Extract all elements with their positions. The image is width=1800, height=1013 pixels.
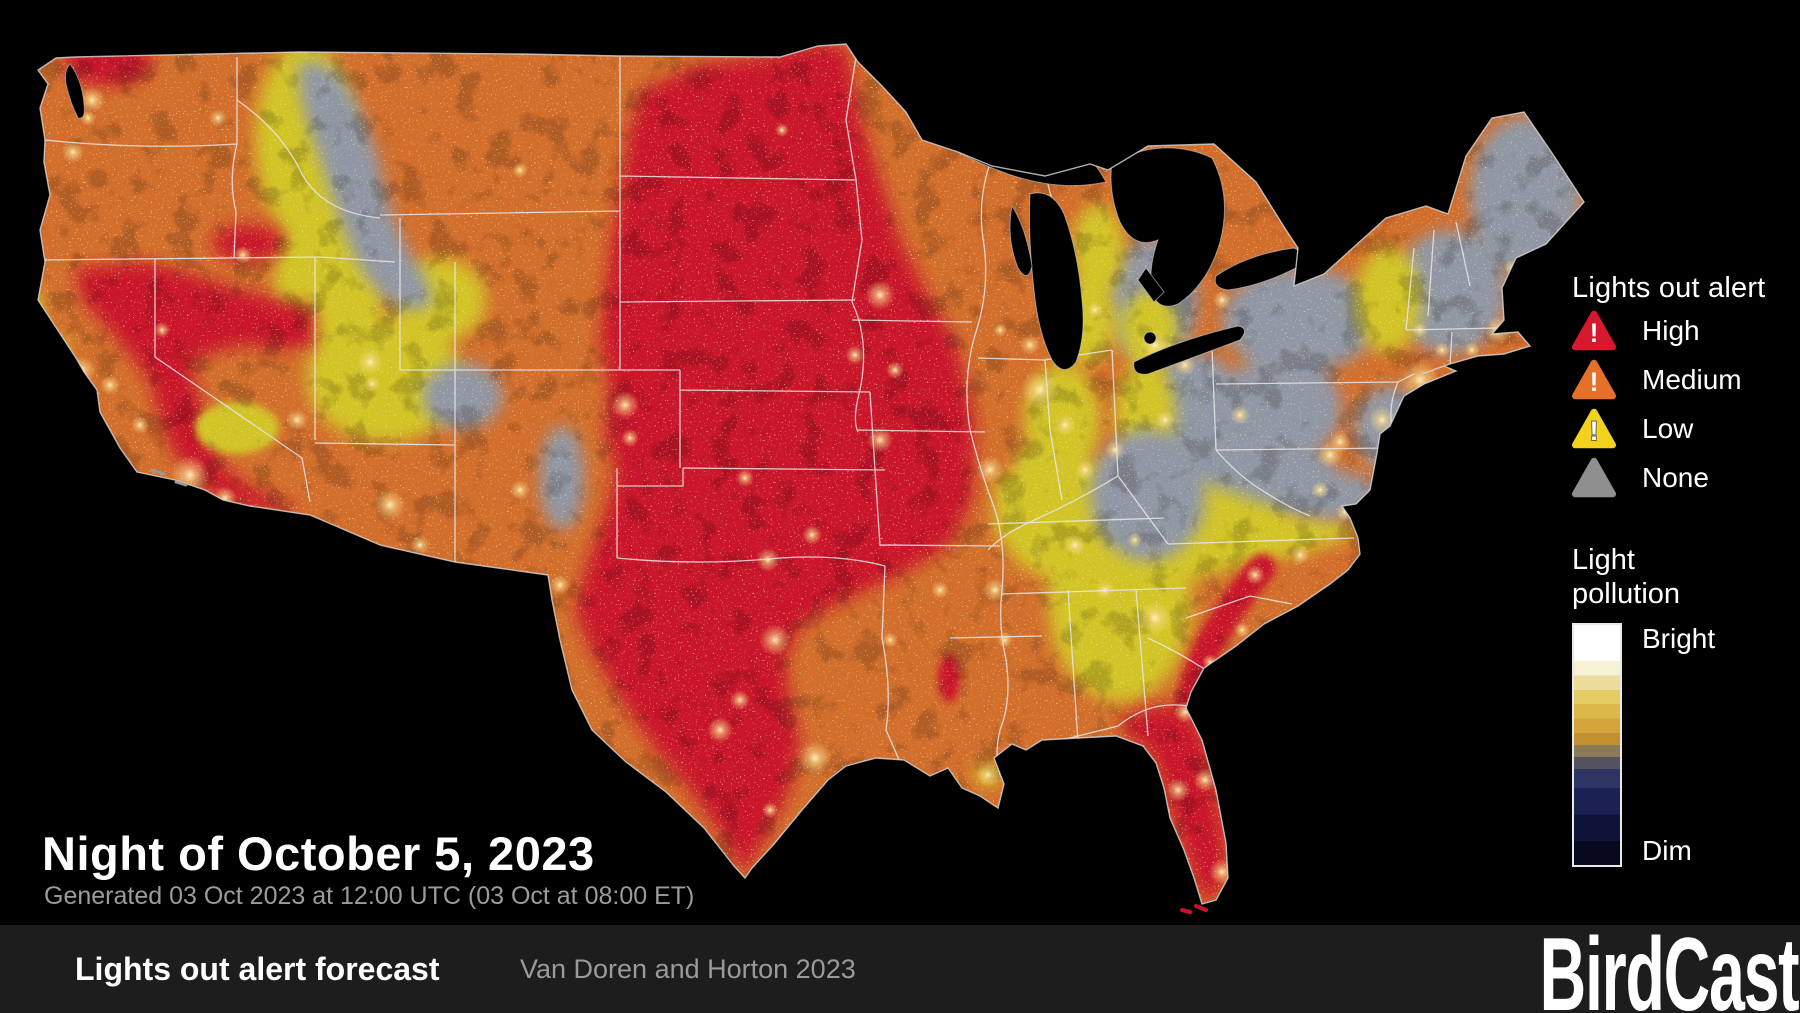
offshore-islands <box>150 468 1208 914</box>
page-title: Night of October 5, 2023 <box>42 827 595 880</box>
alert-legend-item-medium: ! Medium <box>1572 356 1787 403</box>
svg-text:!: ! <box>1590 416 1599 446</box>
puget-sound <box>65 63 85 119</box>
city-glows <box>62 87 1520 885</box>
light-pollution-scale: Bright Dim <box>1572 623 1792 868</box>
warning-triangle-low-icon: ! <box>1572 408 1616 449</box>
alert-legend-item-low: ! Low <box>1572 405 1787 452</box>
alert-legend-label: High <box>1642 314 1700 346</box>
alert-legend-item-high: ! High <box>1572 307 1787 354</box>
alert-legend-label: Medium <box>1642 363 1742 395</box>
warning-triangle-high-icon: ! <box>1572 310 1616 351</box>
alert-legend-label: None <box>1642 461 1709 493</box>
footer-bar: Lights out alert forecast Van Doren and … <box>0 917 1800 1013</box>
light-pollution-title: Light pollution <box>1572 544 1681 610</box>
svg-text:!: ! <box>1590 367 1599 397</box>
gradient-dim-label: Dim <box>1642 835 1692 866</box>
light-pollution-legend: Light pollution Bright Dim <box>1572 543 1792 868</box>
plain-triangle-none-icon <box>1572 457 1616 498</box>
alert-legend: Lights out alert ! High ! Medium ! Low <box>1572 272 1787 501</box>
page-subtitle: Generated 03 Oct 2023 at 12:00 UTC (03 O… <box>44 882 695 910</box>
great-lakes <box>892 83 1302 375</box>
svg-text:!: ! <box>1590 318 1599 348</box>
alert-legend-label: Low <box>1642 412 1694 444</box>
state-borders <box>39 56 1499 776</box>
light-pollution-gradient-bar <box>1572 623 1622 867</box>
warning-triangle-medium-icon: ! <box>1572 359 1616 400</box>
birdcast-logo: BirdCast <box>1539 917 1799 1013</box>
alert-legend-item-none: None <box>1572 454 1787 501</box>
footer-title: Lights out alert forecast <box>75 951 440 987</box>
gradient-bright-label: Bright <box>1642 623 1716 654</box>
alert-legend-title: Lights out alert <box>1572 272 1766 304</box>
us-coast-outline <box>37 43 1585 905</box>
footer-credit: Van Doren and Horton 2023 <box>520 954 856 984</box>
